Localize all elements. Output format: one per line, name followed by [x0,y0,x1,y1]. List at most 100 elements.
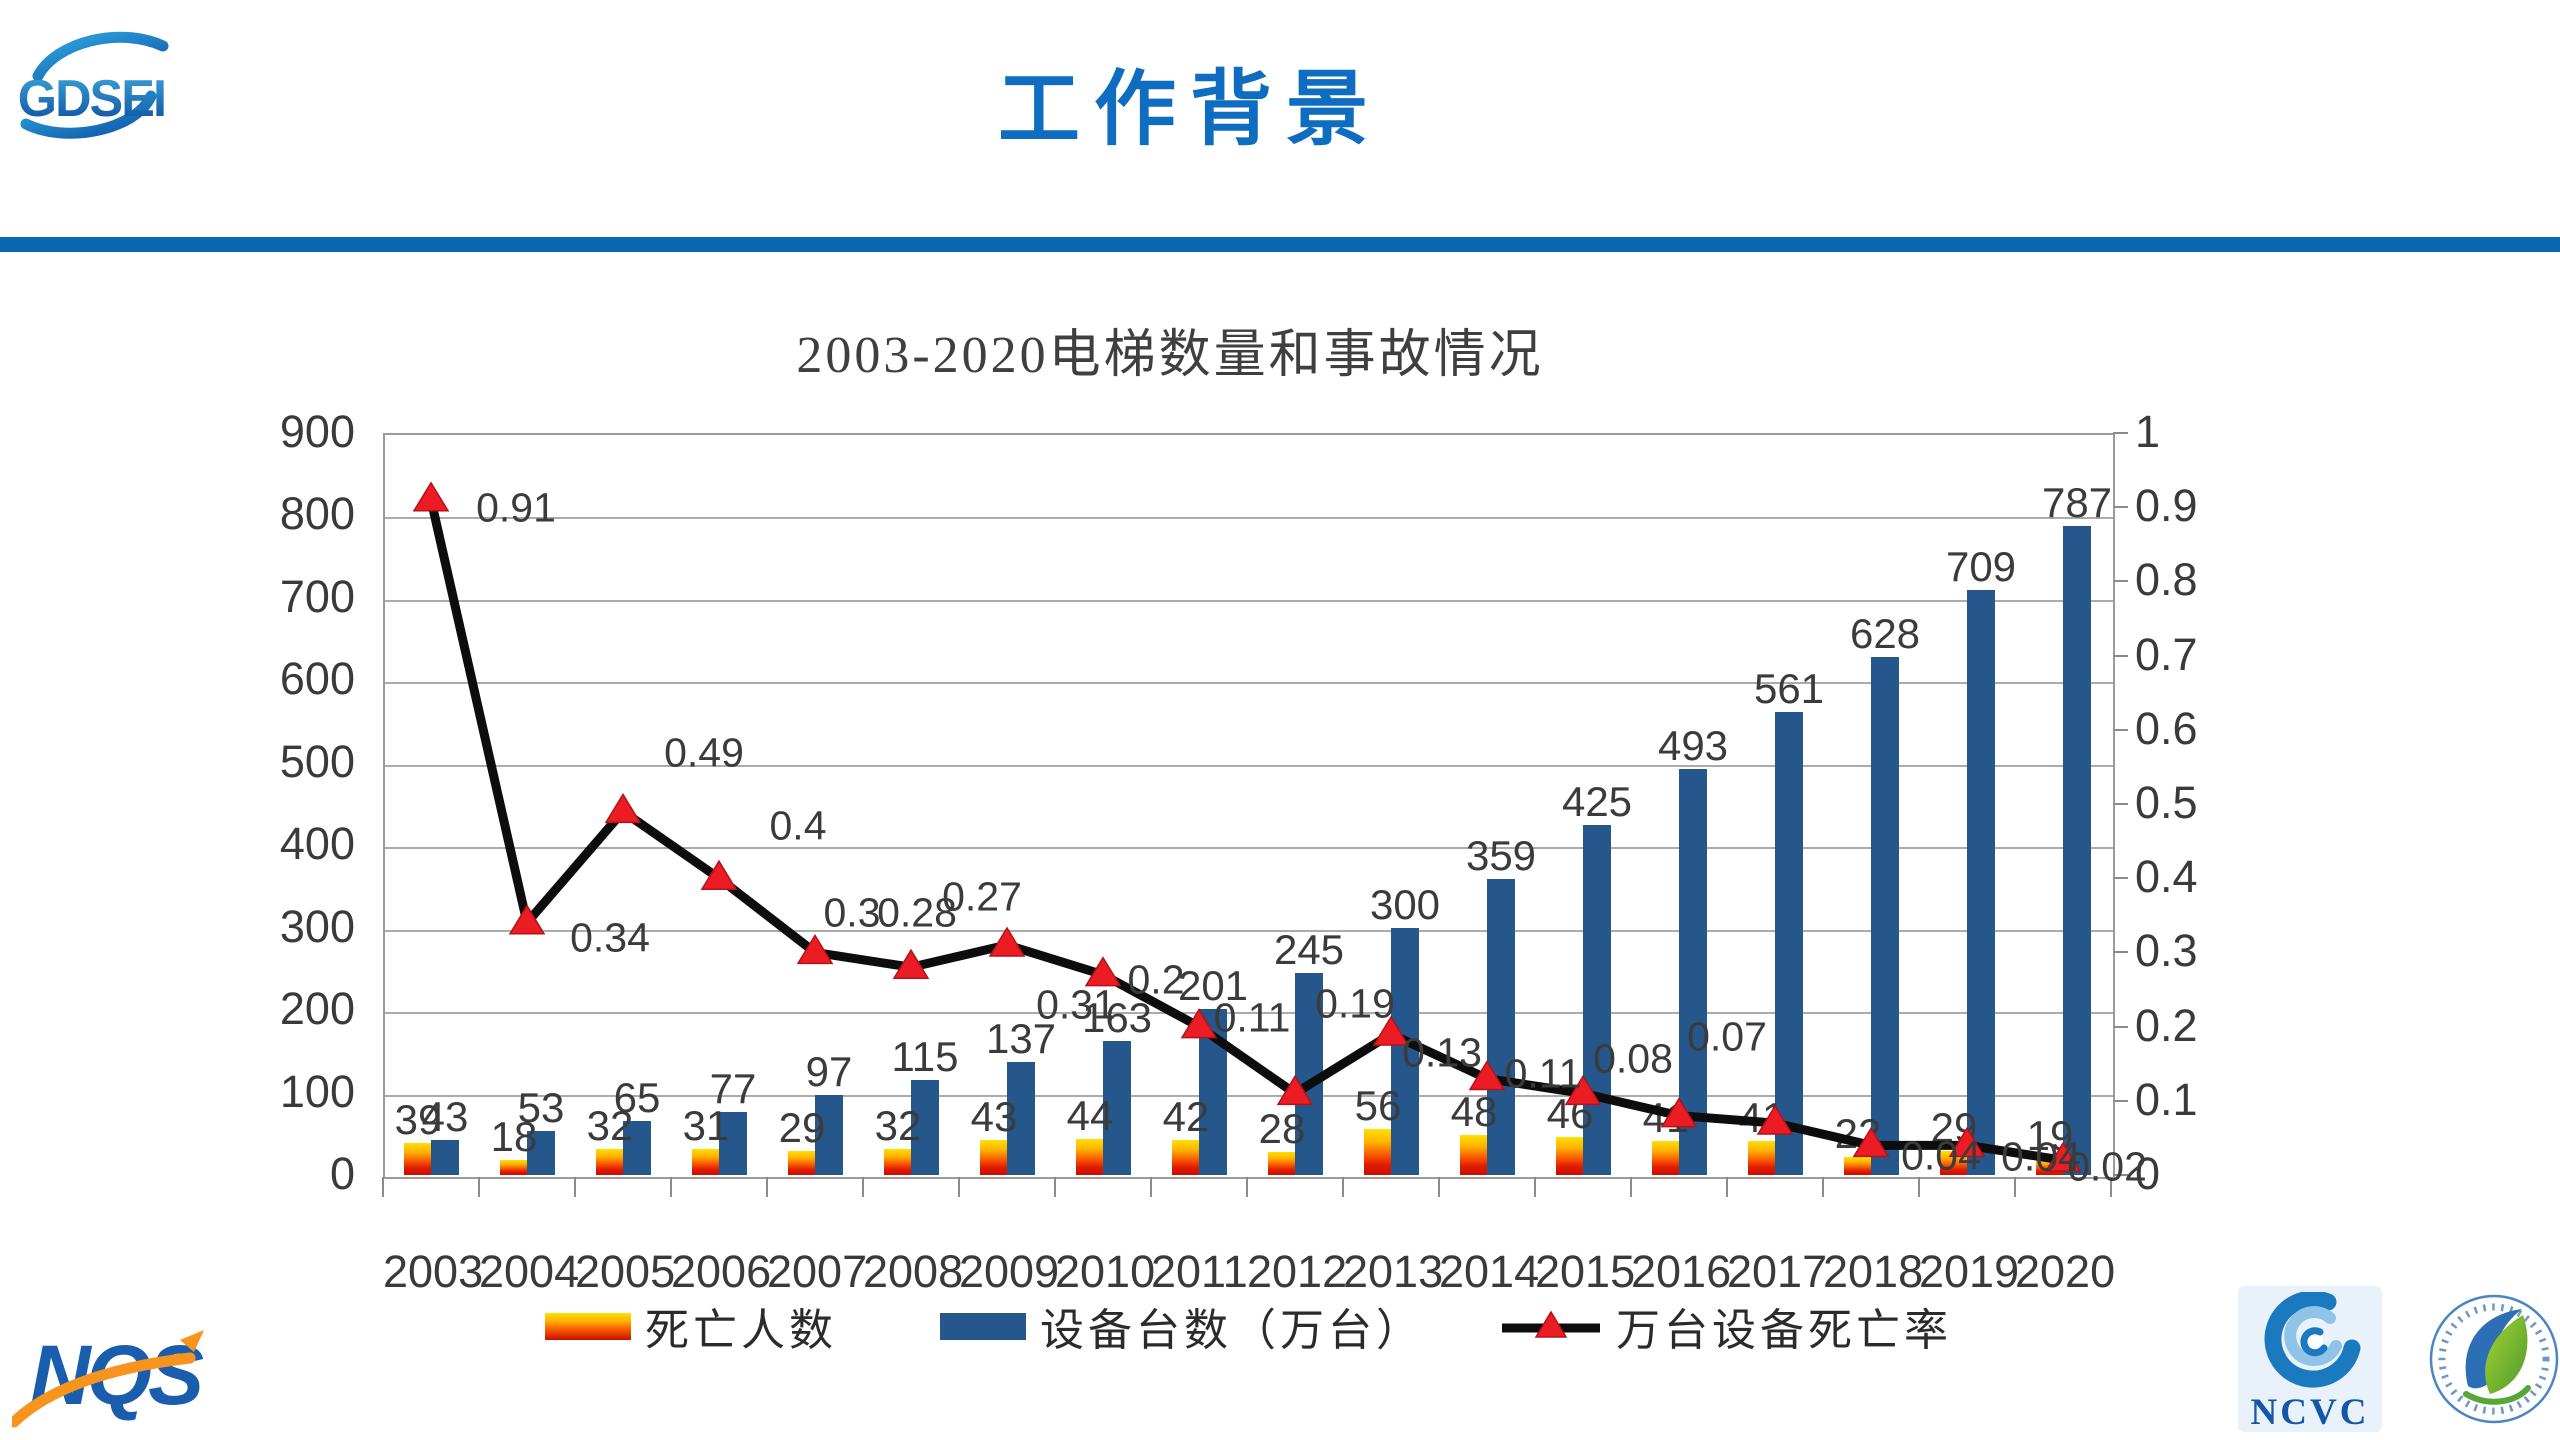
bar-deaths-2006 [692,1149,719,1175]
rate-marker-2008 [892,948,930,979]
bar-deaths-2004 [500,1160,527,1175]
x-axis-tick [1534,1177,1536,1197]
x-axis-tick [1054,1177,1056,1197]
x-axis-label-2015: 2015 [1535,1246,1636,1297]
rate-marker-2016 [1660,1097,1698,1128]
label-rate-2017: 0.07 [1687,1013,1767,1060]
emblem-green-leaf [2485,1315,2528,1394]
bar-devices-2003 [431,1139,459,1175]
x-axis-label-2003: 2003 [383,1246,484,1297]
bar-deaths-2010 [1076,1138,1103,1175]
label-devices-2018: 628 [1849,610,1921,658]
rate-marker-2020 [2044,1141,2082,1172]
bar-devices-2018 [1871,657,1899,1175]
gridline-200 [385,1012,2113,1015]
plot-area [383,433,2115,1179]
label-devices-2003: 43 [421,1092,469,1140]
y-axis-tick-right [2113,951,2128,954]
y-axis-label-right-0.7: 0.7 [2135,628,2198,680]
bar-devices-2019 [1967,590,1995,1175]
x-axis-label-2019: 2019 [1919,1246,2020,1297]
label-devices-2017: 561 [1753,665,1825,713]
bar-devices-2008 [911,1080,939,1175]
label-devices-2012: 245 [1273,926,1345,973]
legend-item-devices: 设备台数（万台） [940,1296,1424,1356]
bar-deaths-2015 [1556,1137,1583,1175]
y-axis-tick-right [2113,728,2128,731]
rate-marker-2009 [988,926,1026,957]
bar-deaths-2005 [596,1148,623,1175]
bar-deaths-2008 [884,1148,911,1175]
label-deaths-2008: 32 [874,1101,922,1149]
y-axis-label-right-0.2: 0.2 [2135,999,2198,1051]
x-axis-label-2009: 2009 [959,1246,1060,1297]
x-axis-label-2005: 2005 [575,1246,676,1297]
x-axis-tick [2110,1177,2112,1197]
bar-devices-2020 [2063,526,2091,1175]
label-rate-2007: 0.3 [823,889,881,936]
label-rate-2011: 0.2 [1127,956,1185,1003]
label-devices-2013: 300 [1369,880,1441,928]
y-axis-label-left-700: 700 [279,570,355,622]
y-axis-label-right-0.5: 0.5 [2135,777,2198,828]
bar-deaths-2011 [1172,1140,1199,1175]
y-axis-label-right-1: 1 [2135,406,2161,457]
y-axis-tick-right [2113,1099,2128,1102]
label-deaths-2007: 29 [778,1104,826,1152]
ncvc-logo-text: NCVC [2250,1392,2370,1433]
y-axis-label-left-500: 500 [279,735,355,787]
rate-line-series [412,481,2082,1172]
y-axis-label-left-0: 0 [329,1148,355,1199]
x-axis-label-2007: 2007 [767,1246,868,1297]
y-axis-tick-right [2113,506,2128,509]
page-title: 工作背景 [997,64,1382,155]
x-axis-label-2016: 2016 [1631,1246,1732,1297]
gridline-400 [385,847,2113,850]
y-axis-label-left-100: 100 [279,1065,355,1117]
legend-item-rate: 万台设备死亡率 [1500,1296,1952,1356]
rate-marker-2019 [1948,1126,1986,1158]
y-axis-label-right-0.9: 0.9 [2135,480,2198,532]
rate-marker-2013 [1372,1015,1410,1046]
label-rate-2018: 0.04 [1901,1132,1981,1179]
x-axis-label-2010: 2010 [1055,1246,1156,1297]
x-axis-tick [862,1177,864,1197]
y-axis-label-left-900: 900 [279,406,355,457]
label-deaths-2012: 28 [1258,1104,1306,1152]
nqs-logo-swoosh [12,1352,196,1428]
y-axis-label-left-400: 400 [279,818,355,870]
legend-item-deaths: 死亡人数 [545,1296,837,1356]
label-devices-2019: 709 [1945,543,2017,591]
label-devices-2008: 115 [891,1033,959,1081]
label-rate-2006: 0.4 [769,802,827,849]
bar-devices-2009 [1007,1062,1035,1175]
gridline-600 [385,682,2113,685]
label-rate-2015: 0.11 [1504,1050,1582,1097]
bar-deaths-2014 [1460,1135,1487,1175]
label-rate-2014: 0.13 [1402,1029,1482,1076]
y-axis-label-right-0.8: 0.8 [2135,554,2198,606]
y-axis-label-left-200: 200 [279,983,355,1035]
y-axis-tick-right [2113,432,2128,434]
y-axis-label-right-0: 0 [2135,1148,2161,1199]
rate-marker-2018 [1852,1126,1890,1158]
label-devices-2015: 425 [1561,777,1633,825]
y-axis-tick-right [2113,580,2128,583]
bar-devices-2004 [527,1131,555,1175]
bar-devices-2013 [1391,927,1419,1175]
label-devices-2010: 163 [1081,993,1153,1041]
label-rate-2010: 0.27 [942,873,1022,920]
rate-marker-2010 [1084,956,1122,987]
label-rate-2012: 0.11 [1213,994,1291,1041]
label-rate-2020: 0.02 [2067,1143,2147,1190]
bar-devices-2017 [1775,712,1803,1175]
label-deaths-2004: 18 [490,1113,538,1161]
label-rate-2009: 0.31 [1036,981,1116,1028]
gdsei-logo-text: GDSEI [18,69,165,127]
y-axis-tick-right [2113,654,2128,657]
y-axis-tick-right [2113,1025,2128,1028]
bar-deaths-2017 [1748,1141,1775,1175]
rate-marker-2006 [700,859,738,890]
rate-marker-2015 [1564,1074,1602,1106]
bar-deaths-2003 [404,1142,431,1175]
